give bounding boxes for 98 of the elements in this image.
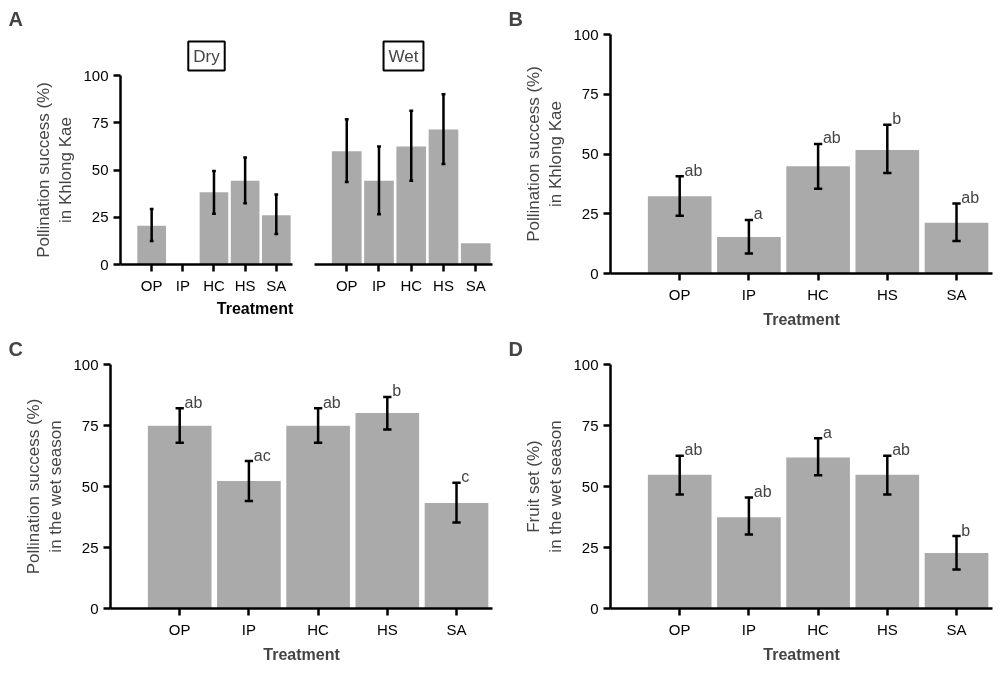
bar	[286, 425, 350, 609]
annotation: ab	[822, 129, 841, 147]
bar	[924, 553, 989, 609]
annotation: a	[822, 423, 832, 441]
bar	[717, 517, 781, 609]
bar	[261, 215, 291, 265]
chart-title: A	[8, 7, 23, 30]
chart-title: C	[8, 337, 23, 360]
x-tick-label: HS	[433, 276, 454, 294]
x-tick-label: SA	[266, 276, 287, 294]
annotation: b	[892, 110, 902, 128]
bar	[717, 236, 781, 274]
annotation: ac	[253, 446, 271, 464]
annotation: ab	[892, 441, 911, 459]
x-axis-title: Treatment	[263, 645, 341, 663]
bar	[786, 457, 850, 609]
x-tick-label: IP	[371, 276, 387, 294]
bar	[855, 474, 920, 609]
y-tick-label: 50	[91, 161, 109, 178]
y-axis-title: Pollination success (%) in Khlong Kae	[33, 82, 76, 258]
annotation: ab	[753, 482, 772, 500]
bar	[647, 196, 712, 274]
bar	[137, 225, 166, 265]
y-tick-label: 0	[100, 255, 109, 273]
bar	[147, 425, 212, 609]
y-tick-label: 0	[90, 599, 99, 617]
bar	[460, 243, 491, 265]
annotation: ab	[684, 161, 703, 179]
y-axis-title: Pollination success (%) in Khlong Kae	[523, 66, 566, 242]
bar	[396, 146, 427, 265]
bar	[230, 180, 260, 265]
y-axis-title: Pollination success (%) in the wet season	[23, 398, 66, 575]
annotation: ab	[684, 441, 703, 459]
x-axis-title: Treatment	[763, 645, 841, 663]
y-tick-label: 50	[581, 145, 599, 162]
x-tick-label: HC	[307, 620, 330, 638]
x-tick-label: IP	[741, 620, 757, 638]
y-tick-label: 75	[81, 416, 99, 434]
x-tick-label: OP	[335, 276, 358, 294]
bar	[355, 413, 420, 609]
chart-title: B	[508, 7, 523, 30]
annotation: ab	[322, 393, 341, 411]
x-tick-label: SA	[946, 620, 967, 638]
y-tick-label: 100	[573, 355, 599, 373]
bar	[364, 180, 394, 265]
annotation: b	[961, 521, 971, 539]
annotation: ab	[961, 188, 980, 206]
annotation: ab	[184, 393, 203, 411]
bar	[424, 503, 489, 609]
annotation: a	[753, 205, 763, 223]
chart-subtitle: Wet	[388, 46, 419, 66]
bar	[199, 192, 229, 265]
x-tick-label: OP	[140, 276, 163, 294]
bar	[217, 480, 281, 609]
bar	[855, 149, 920, 274]
x-tick-label: IP	[241, 620, 257, 638]
x-tick-label: HS	[876, 620, 898, 638]
y-axis-title: Fruit set (%) in the wet season	[523, 420, 566, 553]
y-tick-label: 25	[91, 208, 109, 226]
y-tick-label: 100	[73, 355, 99, 373]
bar	[428, 129, 459, 265]
chart-subtitle: Dry	[193, 46, 221, 66]
y-tick-label: 25	[81, 538, 99, 556]
x-tick-label: IP	[741, 285, 757, 303]
x-axis-title: Treatment	[216, 299, 294, 319]
y-tick-label: 50	[81, 477, 99, 495]
x-tick-label: SA	[446, 620, 467, 638]
x-tick-label: HS	[234, 276, 256, 294]
x-tick-label: OP	[168, 620, 191, 638]
x-tick-label: HS	[876, 285, 898, 303]
x-tick-label: HC	[807, 620, 830, 638]
x-tick-label: SA	[946, 285, 967, 303]
y-tick-label: 75	[581, 85, 599, 103]
bar	[924, 222, 989, 274]
y-tick-label: 100	[83, 66, 109, 84]
y-tick-label: 50	[581, 477, 599, 495]
x-tick-label: OP	[668, 620, 691, 638]
y-tick-label: 0	[590, 264, 599, 282]
bar	[786, 166, 850, 274]
y-tick-label: 75	[581, 416, 599, 434]
chart-title: D	[508, 337, 523, 360]
x-tick-label: HC	[807, 285, 830, 303]
x-tick-label: HS	[376, 620, 398, 638]
y-tick-label: 0	[590, 599, 599, 617]
y-tick-label: 75	[91, 113, 109, 131]
x-tick-label: OP	[668, 285, 691, 303]
x-tick-label: SA	[465, 276, 486, 294]
bar	[331, 151, 362, 265]
y-tick-label: 100	[573, 25, 599, 43]
x-tick-label: HC	[203, 276, 225, 294]
y-tick-label: 25	[581, 204, 599, 222]
y-tick-label: 25	[581, 538, 599, 556]
annotation: c	[461, 468, 470, 486]
bar	[647, 474, 712, 609]
x-tick-label: IP	[175, 276, 190, 294]
annotation: b	[392, 382, 402, 400]
x-axis-title: Treatment	[763, 310, 841, 328]
x-tick-label: HC	[400, 276, 423, 294]
